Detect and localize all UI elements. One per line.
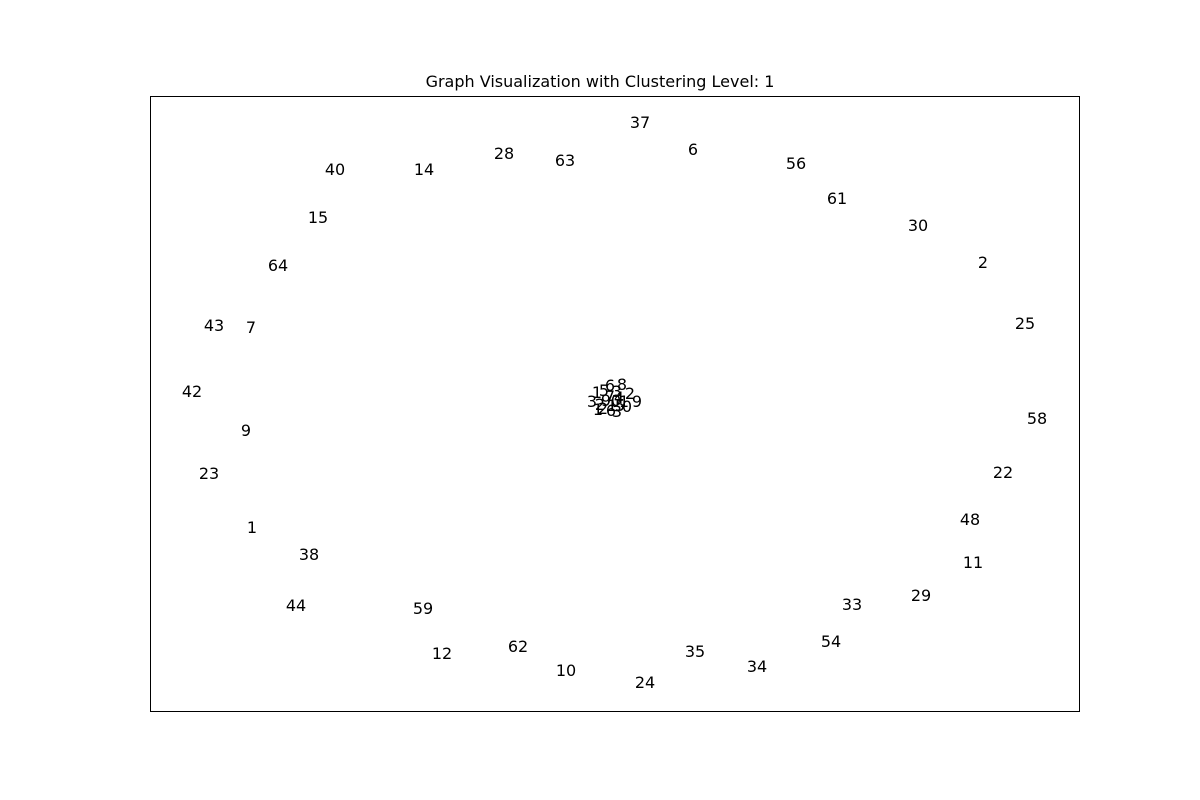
cluster-node-label-4: 4	[613, 388, 625, 407]
node-label-7: 7	[245, 318, 257, 337]
node-label-34: 34	[746, 657, 768, 676]
cluster-node-label-7: 7	[604, 387, 616, 406]
cluster-node-label-0: 0	[610, 391, 622, 410]
node-label-37: 37	[629, 113, 651, 132]
node-label-38: 38	[298, 545, 320, 564]
node-label-58: 58	[1026, 409, 1048, 428]
node-label-33: 33	[841, 595, 863, 614]
node-label-61: 61	[826, 189, 848, 208]
cluster-node-label-0: 0	[621, 397, 633, 416]
node-label-48: 48	[959, 510, 981, 529]
node-label-9: 9	[240, 421, 252, 440]
node-label-63: 63	[554, 151, 576, 170]
node-label-59: 59	[412, 599, 434, 618]
cluster-node-label-9: 9	[631, 392, 643, 411]
node-label-40: 40	[324, 160, 346, 179]
node-label-15: 15	[307, 208, 329, 227]
cluster-node-label-2: 2	[624, 384, 636, 403]
cluster-node-label-1: 1	[592, 400, 604, 419]
cluster-node-label-6: 6	[605, 401, 617, 420]
node-label-62: 62	[507, 637, 529, 656]
cluster-node-label-5: 5	[614, 396, 626, 415]
node-label-43: 43	[203, 316, 225, 335]
graph-title: Graph Visualization with Clustering Leve…	[425, 72, 775, 91]
cluster-node-label-3: 3	[586, 392, 598, 411]
node-label-14: 14	[413, 160, 435, 179]
node-label-64: 64	[267, 256, 289, 275]
plot-frame	[150, 96, 1080, 712]
cluster-node-label-1: 1	[618, 392, 630, 411]
node-label-1: 1	[246, 518, 258, 537]
cluster-node-label-2: 2	[597, 399, 609, 418]
node-label-11: 11	[962, 553, 984, 572]
node-label-29: 29	[910, 586, 932, 605]
node-label-12: 12	[431, 644, 453, 663]
cluster-node-label-1: 1	[591, 383, 603, 402]
node-label-6: 6	[687, 140, 699, 159]
node-label-44: 44	[285, 596, 307, 615]
node-label-10: 10	[555, 661, 577, 680]
node-label-56: 56	[785, 154, 807, 173]
cluster-node-label-9: 9	[600, 391, 612, 410]
node-label-54: 54	[820, 632, 842, 651]
cluster-node-label-3: 3	[611, 382, 623, 401]
node-label-28: 28	[493, 144, 515, 163]
node-label-25: 25	[1014, 314, 1036, 333]
cluster-node-label-1: 1	[606, 396, 618, 415]
cluster-node-label-2: 2	[594, 395, 606, 414]
node-label-42: 42	[181, 382, 203, 401]
node-label-24: 24	[634, 673, 656, 692]
cluster-node-label-6: 6	[604, 376, 616, 395]
node-label-22: 22	[992, 463, 1014, 482]
cluster-node-label-5: 5	[598, 381, 610, 400]
cluster-node-label-8: 8	[616, 375, 628, 394]
cluster-node-label-3: 3	[611, 402, 623, 421]
node-label-30: 30	[907, 216, 929, 235]
node-label-35: 35	[684, 642, 706, 661]
node-label-2: 2	[977, 253, 989, 272]
node-label-23: 23	[198, 464, 220, 483]
